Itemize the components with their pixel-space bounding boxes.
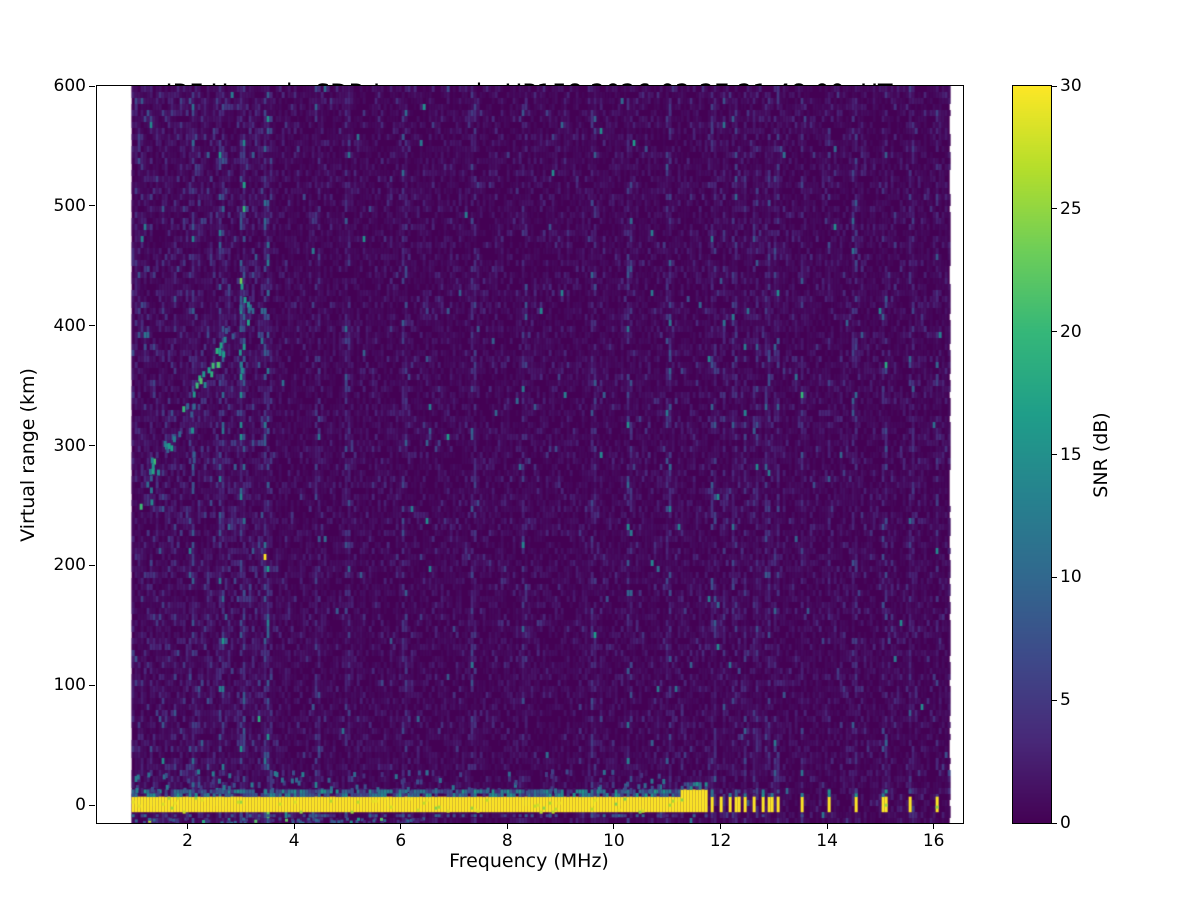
colorbar-tick-label: 15 [1060,444,1082,465]
x-tick-label: 8 [501,831,513,851]
y-tick-mark [89,564,95,566]
x-tick-mark [720,824,722,829]
colorbar-tick-label: 0 [1060,813,1071,833]
colorbar-tick-mark [1052,331,1057,333]
y-tick-label: 600 [53,76,86,96]
colorbar-tick-mark [1052,822,1057,824]
x-tick-label: 14 [816,831,838,851]
x-tick-label: 12 [709,831,732,851]
x-tick-label: 6 [395,831,407,851]
x-tick-label: 2 [182,831,193,851]
x-tick-mark [187,824,189,829]
y-tick-label: 400 [53,315,86,336]
y-tick-label: 100 [53,675,86,696]
colorbar-tick-mark [1052,208,1057,210]
x-tick-mark [400,824,402,829]
x-tick-label: 4 [288,831,300,851]
x-tick-mark [293,824,295,829]
x-tick-mark [613,824,615,829]
colorbar [1012,85,1052,824]
y-tick-mark [89,85,95,87]
colorbar-tick-label: 5 [1060,690,1071,711]
y-tick-mark [89,684,95,686]
colorbar-tick-label: 30 [1060,76,1082,96]
x-axis-label: Frequency (MHz) [449,850,609,872]
x-tick-mark [933,824,935,829]
x-tick-mark [506,824,508,829]
y-tick-label: 200 [53,555,86,576]
colorbar-tick-label: 10 [1060,567,1082,588]
colorbar-tick-label: 25 [1060,198,1082,219]
x-tick-label: 16 [922,831,945,851]
colorbar-tick-mark [1052,576,1057,578]
x-tick-label: 10 [603,831,625,851]
y-tick-mark [89,804,95,806]
colorbar-tick-mark [1052,699,1057,701]
y-tick-mark [89,445,95,446]
y-tick-label: 0 [75,795,86,816]
y-tick-mark [89,325,95,327]
colorbar-tick-label: 20 [1060,321,1082,342]
y-tick-label: 500 [53,195,86,216]
heatmap-plot [96,85,964,824]
colorbar-tick-mark [1052,85,1057,87]
y-tick-mark [89,205,95,207]
colorbar-tick-mark [1052,454,1057,455]
x-tick-mark [826,824,828,829]
y-tick-label: 300 [53,435,86,456]
